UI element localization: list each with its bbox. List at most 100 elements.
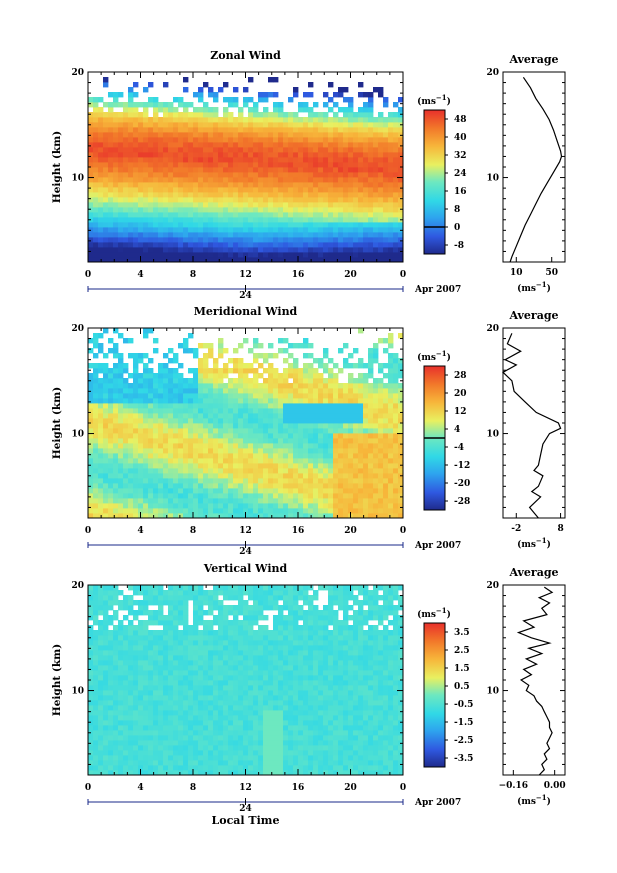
heatmap-cell	[173, 468, 179, 474]
heatmap-cell	[198, 368, 204, 374]
heatmap-cell	[118, 458, 124, 464]
profile-unit-close: )	[547, 283, 551, 294]
heatmap-cell	[113, 257, 119, 263]
heatmap-cell	[383, 192, 389, 198]
heatmap-cell	[108, 760, 114, 766]
heatmap-cell	[223, 513, 229, 519]
heatmap-cell	[303, 508, 309, 514]
heatmap-cell	[338, 207, 344, 213]
heatmap-cell	[148, 368, 154, 374]
heatmap-cell	[248, 242, 254, 248]
heatmap-cell	[368, 438, 374, 444]
heatmap-cell	[178, 755, 184, 761]
heatmap-cell	[363, 770, 369, 776]
heatmap-cell	[373, 207, 379, 213]
heatmap-cell	[313, 117, 319, 123]
heatmap-cell	[303, 448, 309, 454]
heatmap-cell	[283, 508, 289, 514]
heatmap-cell	[128, 468, 134, 474]
heatmap-cell	[173, 398, 179, 404]
heatmap-cell	[198, 112, 204, 118]
heatmap-cell	[193, 740, 199, 746]
heatmap-cell	[133, 212, 139, 218]
heatmap-cell	[283, 468, 289, 474]
heatmap-cell	[128, 353, 134, 359]
heatmap-cell	[263, 388, 269, 394]
heatmap-cell	[358, 328, 364, 334]
heatmap-cell	[323, 187, 329, 193]
heatmap-cell	[258, 503, 264, 509]
heatmap-cell	[143, 478, 149, 484]
heatmap-cell	[303, 227, 309, 233]
heatmap-cell	[268, 207, 274, 213]
heatmap-cell	[198, 453, 204, 459]
heatmap-cell	[293, 217, 299, 223]
heatmap-cell	[113, 242, 119, 248]
heatmap-cell	[118, 182, 124, 188]
heatmap-cell	[228, 112, 234, 118]
heatmap-cell	[383, 438, 389, 444]
heatmap-cell	[343, 483, 349, 489]
colorbar-unit-exp: −1	[436, 93, 447, 102]
heatmap-cell	[228, 212, 234, 218]
heatmap-cell	[258, 735, 264, 741]
heatmap-cell	[373, 398, 379, 404]
heatmap-cell	[268, 117, 274, 123]
heatmap-cell	[93, 453, 99, 459]
heatmap-cell	[288, 393, 294, 399]
heatmap-cell	[343, 478, 349, 484]
heatmap-cell	[258, 97, 264, 103]
heatmap-cell	[348, 508, 354, 514]
heatmap-cell	[108, 503, 114, 509]
x-tick-label: 0	[85, 526, 91, 536]
heatmap-cell	[248, 177, 254, 183]
heatmap-cell	[293, 363, 299, 369]
heatmap-cell	[348, 172, 354, 178]
heatmap-cell	[263, 468, 269, 474]
heatmap-cell	[128, 453, 134, 459]
heatmap-cell	[373, 508, 379, 514]
heatmap-cell	[148, 373, 154, 379]
heatmap-cell	[158, 468, 164, 474]
heatmap-cell	[213, 227, 219, 233]
heatmap-cell	[183, 760, 189, 766]
heatmap-cell	[353, 398, 359, 404]
heatmap-cell	[233, 202, 239, 208]
heatmap-cell	[313, 127, 319, 133]
heatmap-cell	[288, 478, 294, 484]
heatmap-cell	[168, 157, 174, 163]
heatmap-cell	[363, 242, 369, 248]
heatmap-cell	[308, 428, 314, 434]
heatmap-cell	[278, 503, 284, 509]
heatmap-cell	[353, 217, 359, 223]
heatmap-cell	[228, 433, 234, 439]
heatmap-cell	[348, 107, 354, 113]
heatmap-cell	[338, 413, 344, 419]
heatmap-cell	[203, 152, 209, 158]
heatmap-cell	[338, 388, 344, 394]
heatmap-cell	[183, 438, 189, 444]
heatmap-cell	[383, 122, 389, 128]
heatmap-cell	[278, 468, 284, 474]
heatmap-cell	[143, 453, 149, 459]
heatmap-cell	[203, 252, 209, 258]
heatmap-cell	[373, 172, 379, 178]
heatmap-cell	[358, 222, 364, 228]
heatmap-cell	[278, 122, 284, 128]
heatmap-cell	[108, 745, 114, 751]
heatmap-cell	[88, 177, 94, 183]
heatmap-cell	[133, 463, 139, 469]
heatmap-cell	[228, 438, 234, 444]
heatmap-cell	[208, 735, 214, 741]
heatmap-cell	[328, 730, 334, 736]
heatmap-cell	[253, 222, 259, 228]
heatmap-cell	[213, 207, 219, 213]
heatmap-cell	[133, 177, 139, 183]
heatmap-cell	[223, 177, 229, 183]
heatmap-cell	[93, 117, 99, 123]
heatmap-cell	[88, 202, 94, 208]
heatmap-cell	[333, 473, 339, 479]
heatmap-cell	[158, 463, 164, 469]
heatmap-cell	[258, 197, 264, 203]
heatmap-cell	[283, 378, 289, 384]
